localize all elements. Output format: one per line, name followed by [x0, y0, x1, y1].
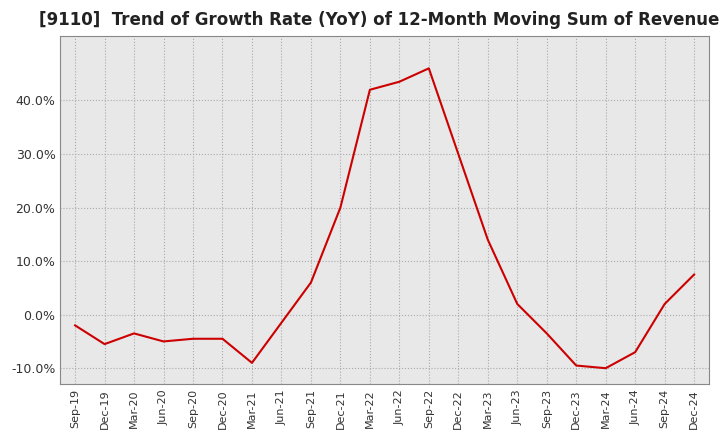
Title: [9110]  Trend of Growth Rate (YoY) of 12-Month Moving Sum of Revenues: [9110] Trend of Growth Rate (YoY) of 12-…	[40, 11, 720, 29]
